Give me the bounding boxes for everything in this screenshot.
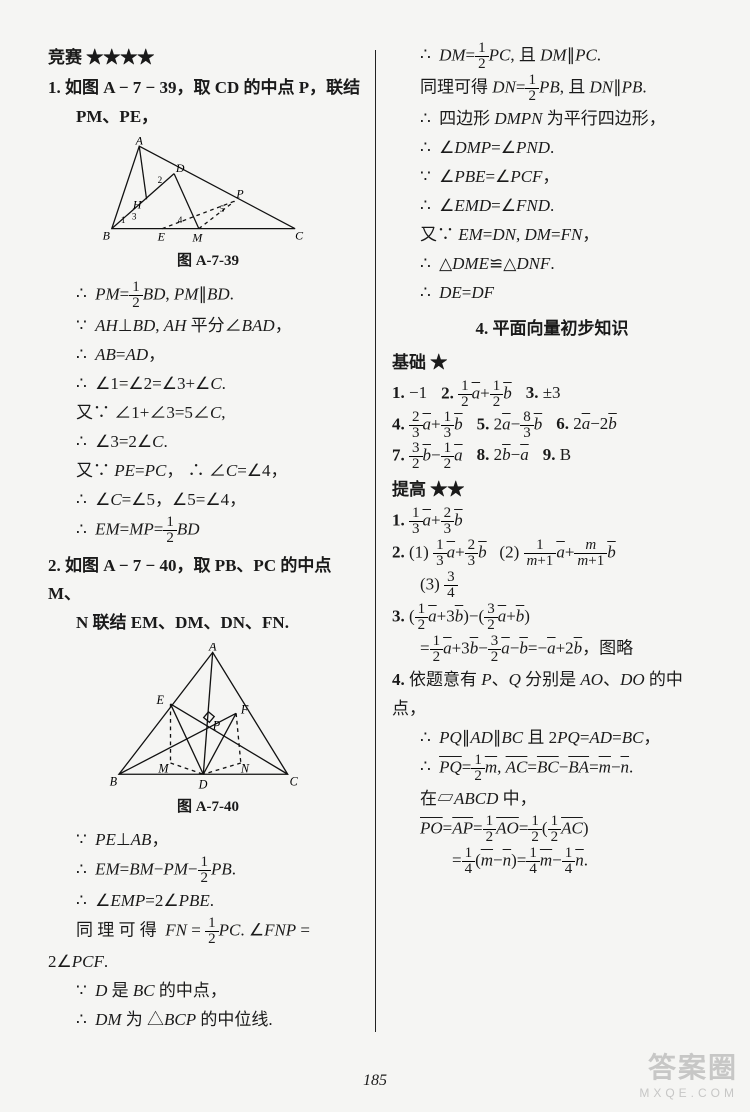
svg-text:5: 5 — [220, 204, 225, 214]
svg-text:P: P — [235, 187, 243, 201]
column-divider — [375, 50, 376, 1032]
adv-label: 提高 ★★ — [392, 476, 712, 504]
svg-text:D: D — [175, 161, 185, 175]
adv-4b: ∴ PQ∥AD∥BC 且 2PQ=AD=BC， — [392, 724, 712, 752]
svg-text:4: 4 — [178, 215, 183, 225]
competition-label: 竞赛 ★★★★ — [48, 44, 368, 72]
adv-2b: (3) 34 — [392, 570, 712, 601]
q1-body: ∴ PM=12BD, PM∥BD. ∵ AH⊥BD, AH 平分∠BAD， ∴ … — [48, 280, 368, 546]
svg-text:M: M — [157, 762, 169, 776]
section4-title: 4. 平面向量初步知识 — [392, 315, 712, 343]
svg-text:P: P — [212, 719, 221, 733]
basic-label: 基础 ★ — [392, 349, 712, 377]
fig40-caption: 图 A-7-40 — [48, 795, 368, 820]
adv-4a: 4. 依题意有 P、Q 分别是 AO、DO 的中点， — [392, 666, 712, 722]
svg-text:B: B — [110, 775, 118, 789]
left-column: 竞赛 ★★★★ 1. 如图 A − 7 − 39，取 CD 的中点 P，联结 P… — [48, 40, 380, 1072]
watermark: 答案圈 MXQE.COM — [639, 1046, 738, 1100]
svg-text:D: D — [198, 778, 208, 792]
svg-text:F: F — [240, 703, 249, 717]
q1-intro-a: 1. 如图 A − 7 − 39，取 CD 的中点 P，联结 — [48, 74, 368, 102]
q1-intro-b: PM、PE， — [48, 103, 368, 131]
svg-text:A: A — [208, 643, 217, 654]
adv-3b: =12a+3b−32a−b=−a+2b，图略 — [392, 634, 712, 665]
svg-text:B: B — [103, 229, 111, 243]
adv-4d: 在▱ABCD 中， — [392, 785, 712, 813]
adv-1: 1. 13a+23b — [392, 506, 712, 537]
figure-a-7-40: A B C D E F P M N — [48, 643, 368, 793]
right-column: ∴ DM=12PC, 且 DM∥PC. 同理可得 DN=12PB, 且 DN∥P… — [380, 40, 712, 1072]
svg-text:E: E — [157, 230, 166, 244]
basic-row2: 4. 23a+13b 5. 2a−83b 6. 2a−2b — [392, 410, 712, 441]
basic-row3: 7. 32b−12a 8. 2b−a 9. B — [392, 441, 712, 472]
figure-a-7-39: A B C D E M P H 1 2 3 4 5 — [48, 137, 368, 247]
svg-text:1: 1 — [121, 215, 126, 225]
svg-text:M: M — [191, 231, 203, 245]
r-top-body: ∴ DM=12PC, 且 DM∥PC. 同理可得 DN=12PB, 且 DN∥P… — [392, 41, 712, 307]
svg-text:E: E — [155, 693, 164, 707]
page-root: 竞赛 ★★★★ 1. 如图 A − 7 − 39，取 CD 的中点 P，联结 P… — [0, 0, 750, 1092]
watermark-main: 答案圈 — [639, 1046, 738, 1086]
q2-intro-a: 2. 如图 A − 7 − 40，取 PB、PC 的中点 M、 — [48, 552, 368, 608]
q2-body: ∵ PE⊥AB， ∴ EM=BM−PM−12PB. ∴ ∠EMP=2∠PBE. … — [48, 826, 368, 947]
watermark-sub: MXQE.COM — [639, 1086, 738, 1100]
svg-text:A: A — [135, 137, 144, 147]
page-number: 185 — [0, 1072, 750, 1090]
svg-text:2: 2 — [158, 175, 163, 185]
svg-text:C: C — [295, 229, 304, 243]
q2-intro-b: N 联结 EM、DM、DN、FN. — [48, 609, 368, 637]
svg-text:C: C — [290, 775, 299, 789]
adv-2a: 2. (1) 13a+23b (2) 1m+1a+mm+1b — [392, 538, 712, 569]
adv-4f: =14(m−n)=14m−14n. — [392, 846, 712, 877]
basic-row1: 1. −1 2. 12a+12b 3. ±3 — [392, 379, 712, 410]
svg-text:N: N — [240, 762, 250, 776]
adv-4c: ∴ PQ=12m, AC=BC−BA=m−n. — [392, 753, 712, 784]
svg-text:H: H — [132, 198, 143, 212]
adv-4e: PO=AP=12AO=12(12AC) — [392, 814, 712, 845]
fig39-caption: 图 A-7-39 — [48, 249, 368, 274]
adv-3a: 3. (12a+3b)−(32a+b) — [392, 602, 712, 633]
svg-text:3: 3 — [132, 212, 137, 222]
